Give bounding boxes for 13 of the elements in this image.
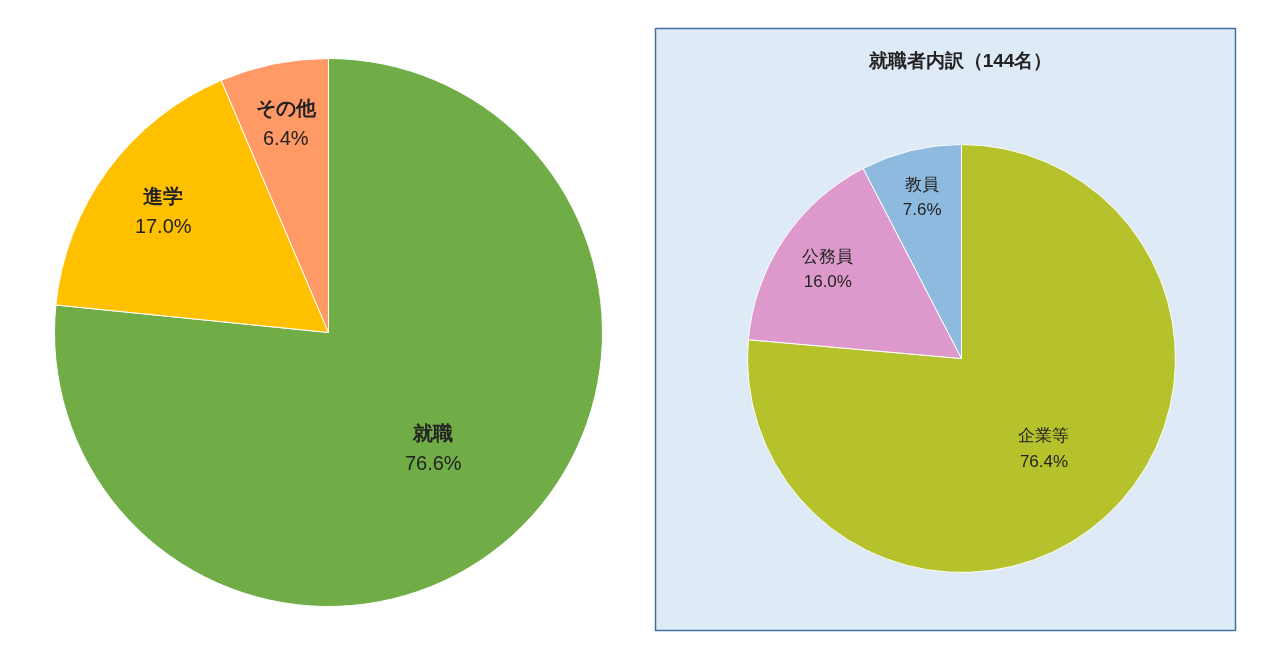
slice-label: 公務員: [802, 246, 854, 266]
slice-label: 教員: [905, 174, 940, 194]
slice-label: 企業等: [1018, 426, 1070, 446]
data-label: 7.6%: [902, 200, 942, 220]
data-label: 76.4%: [1019, 451, 1069, 471]
slice-label: 就職: [412, 422, 454, 445]
chart-title: 就職者内訳（144名）: [867, 50, 1053, 71]
data-label: 17.0%: [134, 214, 192, 237]
slice-label: 進学: [143, 184, 184, 207]
data-label: 6.4%: [262, 126, 309, 149]
data-label: 16.0%: [803, 272, 852, 292]
slice-label: その他: [255, 96, 317, 119]
data-label: 76.6%: [404, 452, 462, 475]
